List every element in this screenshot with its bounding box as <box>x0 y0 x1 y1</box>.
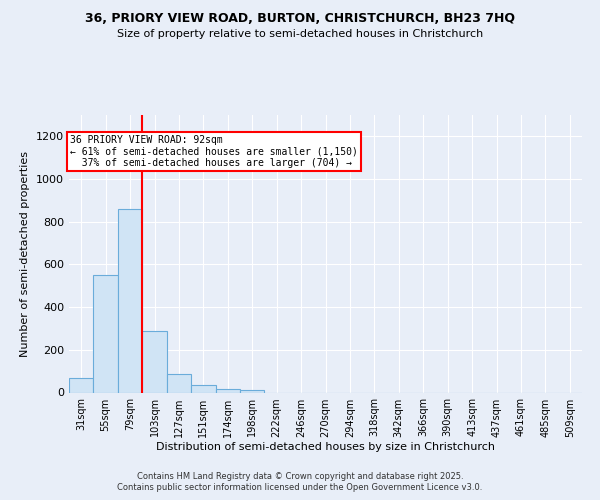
Y-axis label: Number of semi-detached properties: Number of semi-detached properties <box>20 151 31 357</box>
Bar <box>167 374 191 392</box>
Bar <box>94 275 118 392</box>
Text: Contains public sector information licensed under the Open Government Licence v3: Contains public sector information licen… <box>118 484 482 492</box>
Bar <box>215 390 240 392</box>
Bar <box>69 378 94 392</box>
Text: 36, PRIORY VIEW ROAD, BURTON, CHRISTCHURCH, BH23 7HQ: 36, PRIORY VIEW ROAD, BURTON, CHRISTCHUR… <box>85 12 515 26</box>
Bar <box>142 330 167 392</box>
X-axis label: Distribution of semi-detached houses by size in Christchurch: Distribution of semi-detached houses by … <box>156 442 495 452</box>
Bar <box>240 390 265 392</box>
Bar <box>191 386 215 392</box>
Text: Size of property relative to semi-detached houses in Christchurch: Size of property relative to semi-detach… <box>117 29 483 39</box>
Bar <box>118 209 142 392</box>
Text: 36 PRIORY VIEW ROAD: 92sqm
← 61% of semi-detached houses are smaller (1,150)
  3: 36 PRIORY VIEW ROAD: 92sqm ← 61% of semi… <box>70 136 358 168</box>
Text: Contains HM Land Registry data © Crown copyright and database right 2025.: Contains HM Land Registry data © Crown c… <box>137 472 463 481</box>
